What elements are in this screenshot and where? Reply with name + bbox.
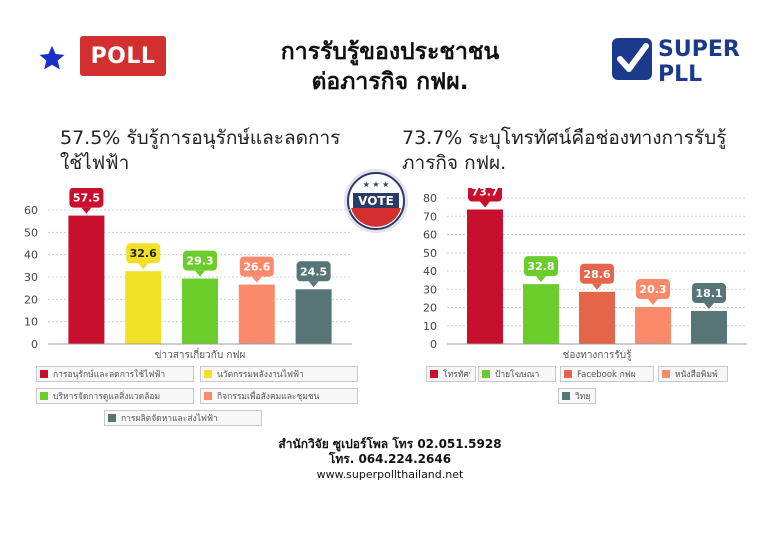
legend-item: กิจกรรมเพื่อสังคมและชุมชน: [200, 388, 358, 404]
bar: [579, 291, 615, 344]
superpoll-logo: SUPER PLL: [612, 37, 740, 86]
legend-swatch: [482, 370, 490, 378]
y-tick-label: 10: [423, 320, 437, 333]
data-label: 20.3: [639, 283, 666, 296]
bar: [125, 271, 162, 344]
legend-item: การผลิตจัดหาและส่งไฟฟ้า: [104, 410, 262, 426]
star-icon: [39, 45, 65, 70]
bar: [635, 306, 671, 344]
page-title-line2: ต่อภารกิจ กฟผ.: [311, 69, 469, 95]
legend-label: ป้ายโฆษณา: [495, 370, 540, 380]
legend-swatch: [108, 414, 116, 422]
legend-label: กิจกรรมเพื่อสังคมและชุมชน: [217, 392, 320, 402]
data-label-bubble: 26.6: [239, 256, 274, 283]
legend-item: การอนุรักษ์และลดการใช้ไฟฟ้า: [36, 366, 194, 382]
data-label-bubble: 24.5: [296, 261, 331, 288]
legend-item: โทรทัศน์: [426, 366, 476, 382]
legend-item: Facebook กฟผ: [560, 366, 654, 382]
data-label-bubble: 32.6: [126, 243, 161, 270]
vote-badge-icon: VOTE ★ ★ ★: [344, 169, 408, 233]
y-tick-label: 0: [430, 338, 437, 351]
chart1-title: 57.5% รับรู้การอนุรักษ์และลดการใช้ไฟฟ้า: [60, 127, 341, 174]
y-tick-label: 40: [24, 249, 38, 262]
bar: [523, 284, 559, 344]
y-tick-label: 0: [31, 338, 38, 351]
data-label: 73.7: [471, 188, 498, 198]
legend-swatch: [40, 392, 48, 400]
legend-label: หนังสือพิมพ์: [675, 370, 718, 380]
data-label: 32.8: [527, 260, 554, 273]
y-tick-label: 30: [423, 283, 437, 296]
bar: [467, 209, 503, 344]
legend-label: โทรทัศน์: [443, 370, 470, 380]
data-label-bubble: 18.1: [692, 282, 726, 309]
superpoll-logo-line2: PLL: [658, 62, 702, 86]
bar: [238, 284, 275, 344]
data-label: 24.5: [300, 265, 327, 278]
y-tick-label: 60: [423, 229, 437, 242]
legend-label: การอนุรักษ์และลดการใช้ไฟฟ้า: [53, 370, 166, 380]
data-label: 26.6: [243, 261, 270, 274]
y-tick-label: 50: [24, 226, 38, 239]
data-label: 29.3: [186, 255, 213, 268]
superpoll-logo-line1: SUPER: [658, 37, 740, 62]
legend-swatch: [204, 370, 212, 378]
legend-swatch: [204, 392, 212, 400]
footer-research-contact: สำนักวิจัย ซูเปอร์โพล โทร 02.051.5928: [278, 437, 502, 451]
y-tick-label: 10: [24, 316, 38, 329]
legend-label: Facebook กฟผ: [577, 370, 636, 380]
data-label: 57.5: [73, 192, 100, 205]
bar: [295, 289, 332, 344]
y-tick-label: 40: [423, 265, 437, 278]
legend-item: วิทยุ: [558, 388, 596, 404]
legend-swatch: [430, 370, 438, 378]
footer-website: www.superpollthailand.net: [316, 468, 464, 481]
bar: [68, 215, 105, 344]
chart2: 0 10 20 30 40 50 60 70 80 73.7 32.8 28.6 20.3 18.1 ช่อ…: [423, 188, 747, 361]
chart1: 0 10 20 30 40 50 60 57.5 32.6 29.3 26.6 24.5 ข่าวสาร…: [24, 188, 352, 361]
legend-swatch: [562, 392, 570, 400]
legend-item: นวัตกรรมพลังงานไฟฟ้า: [200, 366, 358, 382]
legend-item: ป้ายโฆษณา: [478, 366, 556, 382]
legend-item: บริหารจัดการดูแลสิ่งแวดล้อม: [36, 388, 194, 404]
legend-swatch: [40, 370, 48, 378]
x-axis-label: ข่าวสารเกี่ยวกับ กฟผ: [155, 347, 246, 361]
legend-label: บริหารจัดการดูแลสิ่งแวดล้อม: [53, 392, 161, 402]
footer-phone: โทร. 064.224.2646: [328, 452, 452, 466]
bar: [691, 310, 727, 344]
data-label: 32.6: [130, 247, 157, 260]
legend-label: การผลิตจัดหาและส่งไฟฟ้า: [121, 414, 218, 424]
y-tick-label: 20: [24, 293, 38, 306]
data-label-bubble: 57.5: [69, 188, 104, 214]
legend-swatch: [662, 370, 670, 378]
data-label: 18.1: [695, 287, 722, 300]
data-label-bubble: 73.7: [468, 188, 502, 208]
data-label-bubble: 29.3: [183, 250, 217, 277]
legend-label: วิทยุ: [575, 392, 590, 402]
poll-logo: POLL: [80, 36, 166, 76]
y-tick-label: 20: [423, 302, 437, 315]
y-tick-label: 80: [423, 192, 437, 205]
y-tick-label: 70: [423, 210, 437, 223]
chart2-title: 73.7% ระบุโทรทัศน์คือช่องทางการรับรู้ภาร…: [402, 127, 727, 174]
page-title-line1: การรับรู้ของประชาชน: [280, 39, 500, 65]
bar: [182, 278, 218, 344]
data-label: 28.6: [583, 268, 610, 281]
legend-label: นวัตกรรมพลังงานไฟฟ้า: [217, 370, 304, 380]
svg-text:★ ★ ★: ★ ★ ★: [363, 180, 390, 189]
data-label-bubble: 20.3: [636, 278, 670, 305]
data-label-bubble: 28.6: [580, 263, 614, 290]
legend-swatch: [564, 370, 572, 378]
legend-item: หนังสือพิมพ์: [658, 366, 728, 382]
data-label-bubble: 32.8: [524, 256, 558, 283]
y-tick-label: 60: [24, 204, 38, 217]
y-tick-label: 50: [423, 247, 437, 260]
vote-badge-text: VOTE: [358, 194, 394, 208]
y-tick-label: 30: [24, 271, 38, 284]
x-axis-label: ช่องทางการรับรู้: [563, 349, 633, 361]
